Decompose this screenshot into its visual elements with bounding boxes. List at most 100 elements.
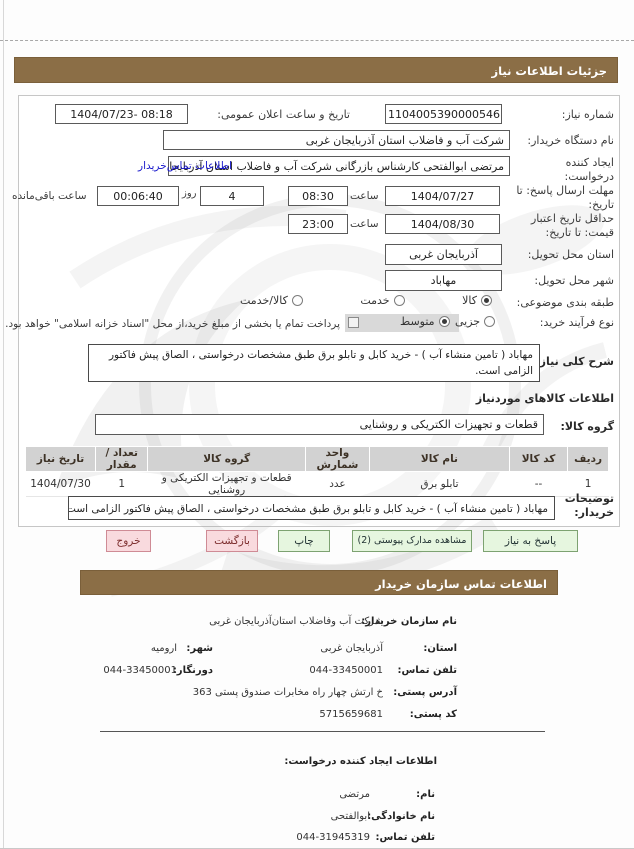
option-medium[interactable]: متوسط: [400, 315, 450, 328]
city-label: شهر:: [186, 643, 213, 654]
request-creator-label: ایجاد کننده درخواست:: [564, 156, 614, 184]
view-attachments-button[interactable]: مشاهده مدارک پیوستی (2): [352, 530, 472, 552]
creator-phone-value: 044-31945319: [296, 832, 370, 843]
treasury-checkbox-label: پرداخت تمام یا بخشی از مبلغ خرید،از محل …: [5, 318, 340, 330]
city-value: ارومیه: [150, 643, 177, 654]
buyer-org-label: نام دستگاه خریدار:: [527, 134, 614, 147]
remaining-time-label: ساعت باقی‌مانده: [12, 190, 87, 202]
fax-value: 044-33450001: [103, 665, 177, 676]
goods-group-label: گروه کالا:: [560, 420, 614, 433]
treasury-checkbox[interactable]: [348, 317, 359, 328]
exit-button[interactable]: خروج: [106, 530, 151, 552]
buyer-org-field[interactable]: شرکت آب و فاضلاب استان آذربایجان غربی: [163, 130, 510, 150]
option-minor-label: جزیی: [455, 315, 481, 328]
process-type-label: نوع فرآیند خرید:: [539, 316, 614, 329]
separator-line: [100, 731, 545, 732]
goods-group-field[interactable]: قطعات و تجهیزات الکتریکی و روشنایی: [95, 414, 544, 435]
option-goods-service[interactable]: کالا/خدمت: [240, 294, 303, 307]
option-medium-label: متوسط: [400, 315, 435, 328]
org-name-value: شرکت آب وفاضلاب استان‌آذربایجان غربی: [209, 616, 383, 627]
remaining-time-field: 00:06:40: [97, 186, 179, 206]
last-name-value: ابوالفتحی: [330, 811, 370, 822]
need-description-field[interactable]: مهاباد ( تامین منشاء آب ) - خرید کابل و …: [88, 344, 540, 382]
org-name-label: نام سازمان خریدار:: [361, 616, 457, 627]
items-table-header-row: ردیف کد کالا نام کالا واحد شمارش گروه کا…: [25, 446, 609, 472]
creator-phone-label: تلفن تماس:: [375, 832, 435, 843]
price-hour-label: ساعت: [350, 218, 379, 230]
fax-label: دورنگار:: [172, 665, 213, 676]
col-need-date: تاریخ نیاز: [25, 446, 96, 472]
option-goods-label: کالا: [462, 294, 477, 307]
reply-deadline-label: مهلت ارسال پاسخ: تا تاریخ:: [516, 184, 614, 212]
window-left-edge: [3, 0, 4, 848]
radio-goods-icon[interactable]: [481, 295, 492, 306]
option-minor[interactable]: جزیی: [455, 315, 496, 328]
buyer-contact-link[interactable]: اطلاعات تماس‌خریدار: [138, 160, 232, 172]
cell-quantity: 1: [95, 471, 148, 497]
cell-item-name: تابلو برق: [369, 471, 510, 497]
radio-medium-icon[interactable]: [438, 316, 450, 327]
reply-days-field[interactable]: 4: [200, 186, 264, 206]
reply-deadline-date-field[interactable]: 1404/07/27: [385, 186, 500, 206]
radio-goods-service-icon[interactable]: [291, 295, 303, 306]
announce-datetime-label: تاریخ و ساعت اعلان عمومی:: [217, 108, 350, 121]
price-hour-field[interactable]: 23:00: [288, 214, 348, 234]
col-quantity: تعداد / مقدار: [94, 446, 149, 472]
goods-info-title: اطلاعات کالاهای موردنیاز: [475, 392, 614, 405]
option-service[interactable]: خدمت: [360, 294, 405, 307]
col-row-index: ردیف: [567, 446, 609, 472]
postal-address-value: خ ارتش چهار راه مخابرات صندوق پستی 363: [192, 687, 383, 698]
delivery-city-label: شهر محل تحویل:: [534, 274, 614, 287]
buyer-contact-title: اطلاعات تماس سازمان خریدار: [375, 577, 547, 591]
radio-minor-icon[interactable]: [484, 316, 496, 327]
col-item-name: نام کالا: [369, 446, 510, 472]
last-name-label: نام خانوادگی:: [367, 811, 435, 822]
need-number-label: شماره نیاز:: [561, 108, 614, 121]
treasury-strip: [345, 314, 459, 332]
reply-to-need-button[interactable]: پاسخ به نیاز: [483, 530, 578, 552]
postal-code-value: 5715659681: [319, 709, 383, 720]
province-value: آذربایجان غربی: [320, 643, 383, 654]
cell-unit: عدد: [305, 471, 370, 497]
page-title: جزئیات اطلاعات نیاز: [491, 64, 607, 78]
reply-hour-label: ساعت: [350, 190, 379, 202]
reply-hour-field[interactable]: 08:30: [288, 186, 348, 206]
buyer-notes-field[interactable]: مهاباد ( تامین منشاء آب ) - خرید کابل و …: [68, 496, 555, 520]
col-unit: واحد شمارش: [304, 446, 371, 472]
province-label: استان:: [423, 643, 457, 654]
print-button[interactable]: چاپ: [278, 530, 330, 552]
delivery-city-field[interactable]: مهاباد: [385, 270, 502, 291]
section-bar-buyer-contact: اطلاعات تماس سازمان خریدار: [80, 570, 558, 595]
request-creator-field[interactable]: مرتضی ابوالفتحی کارشناس بازرگانی شرکت آب…: [168, 156, 510, 176]
cell-group: قطعات و تجهیزات الکتریکی و روشنایی: [147, 471, 306, 497]
page-break-dashed-line: [0, 40, 634, 41]
radio-service-icon[interactable]: [393, 295, 405, 306]
table-row: 1 -- تابلو برق عدد قطعات و تجهیزات الکتر…: [25, 471, 609, 497]
col-group: گروه کالا: [147, 446, 306, 472]
delivery-province-label: استان محل تحویل:: [527, 248, 614, 261]
buyer-notes-label: توضیحات خریدار:: [564, 492, 614, 520]
first-name-label: نام:: [416, 789, 435, 800]
phone-value: 044-33450001: [309, 665, 383, 676]
cell-need-date: 1404/07/30: [25, 471, 96, 497]
phone-label: تلفن تماس:: [397, 665, 457, 676]
first-name-value: مرتضی: [339, 789, 370, 800]
days-unit-label: روز: [182, 188, 197, 199]
price-validity-date-field[interactable]: 1404/08/30: [385, 214, 500, 234]
col-item-code: کد کالا: [508, 446, 569, 472]
announce-datetime-field[interactable]: 1404/07/23- 08:18: [55, 104, 188, 124]
back-button[interactable]: بازگشت: [206, 530, 258, 552]
section-bar-need-details: جزئیات اطلاعات نیاز: [14, 57, 618, 83]
cell-row-index: 1: [567, 471, 609, 497]
items-table: ردیف کد کالا نام کالا واحد شمارش گروه کا…: [25, 446, 609, 497]
postal-code-label: کد پستی:: [409, 709, 457, 720]
option-goods-service-label: کالا/خدمت: [240, 294, 288, 307]
need-number-field[interactable]: 1104005390000546: [385, 104, 502, 124]
delivery-province-field[interactable]: آذربایجان غربی: [385, 244, 502, 265]
postal-address-label: آدرس پستی:: [393, 687, 457, 698]
subject-class-options: کالا خدمت کالا/خدمت: [240, 294, 492, 307]
price-validity-label: حداقل تاریخ اعتبار قیمت: تا تاریخ:: [530, 212, 614, 240]
creator-section-title: اطلاعات ایجاد کننده درخواست:: [284, 756, 437, 767]
option-goods[interactable]: کالا: [462, 294, 492, 307]
